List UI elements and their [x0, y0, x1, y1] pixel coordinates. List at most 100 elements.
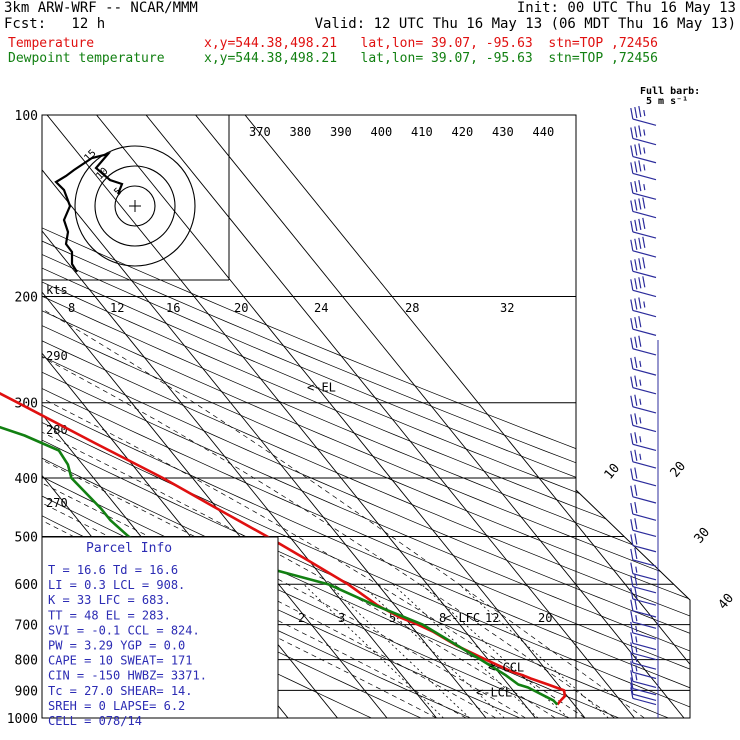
moist-adiabat-2: [42, 296, 497, 718]
forecast-hour: Fcst: 12 h: [4, 16, 106, 32]
wind-barb-935: [630, 683, 657, 701]
wind-barb-620: [630, 574, 657, 594]
wind-barb-270: [630, 356, 657, 376]
dry-adiabat-label-280: 280: [46, 423, 68, 437]
dry-adiabat-420: [42, 115, 690, 718]
temperature-legend-label: Temperature: [8, 36, 95, 51]
wind-barb-470: [630, 501, 657, 521]
dewpoint-legend-info: x,y=544.38,498.21 lat,lon= 39.07, -95.63…: [204, 51, 658, 66]
parcel-info-title: Parcel Info: [86, 541, 172, 556]
mixing-ratio-label-8: 8: [439, 611, 446, 625]
isotherm-label-right-30: 30: [692, 525, 714, 547]
valid-time: Valid: 12 UTC Thu 16 May 13 (06 MDT Thu …: [314, 16, 736, 32]
wind-barb-950: [630, 687, 657, 706]
temperature-legend-info: x,y=544.38,498.21 lat,lon= 39.07, -95.63…: [204, 36, 658, 51]
parcel-info-panel: Parcel Info T = 16.6 Td = 16.6LI = 0.3 LC…: [41, 536, 279, 728]
dry-adiabat-label-270: 270: [46, 496, 68, 510]
wind-barb-740: [630, 621, 657, 640]
pressure-tick-700: 700: [15, 619, 38, 634]
temperature-trace: [0, 392, 567, 706]
wind-barb-units: 5 m s⁻¹: [646, 96, 688, 107]
hodograph-speed-label-28: 28: [405, 301, 419, 315]
wind-barb-890: [630, 670, 657, 689]
theta-label-400: 400: [371, 125, 393, 139]
mixing-ratio-line-2: [303, 583, 444, 718]
wind-barb-138: [630, 180, 657, 200]
wind-barb-560: [630, 547, 657, 567]
parcel-info-row: LI = 0.3 LCL = 908.: [48, 578, 185, 592]
isotherm-20: [96, 115, 586, 718]
dry-adiabat-370: [42, 115, 690, 718]
dry-adiabat-360: [42, 115, 690, 718]
wind-barb-360: [630, 432, 657, 452]
parcel-info-row: K = 33 LFC = 683.: [48, 593, 171, 607]
mixing-ratio-label-5: 5: [389, 611, 396, 625]
dry-adiabat-430: [42, 115, 690, 718]
pressure-tick-100: 100: [15, 109, 38, 124]
wind-barb-header: Full barb:: [640, 86, 700, 97]
theta-label-370: 370: [249, 125, 271, 139]
level-label-ccl: <-CCL: [488, 660, 524, 674]
wind-barb-800: [630, 642, 657, 661]
wind-barb-830: [630, 651, 657, 670]
parcel-info-row: PW = 3.29 YGP = 0.0: [48, 639, 185, 653]
hodograph-ring-label-5: 5: [112, 186, 124, 198]
wind-barb-860: [630, 661, 657, 680]
mixing-ratio-label-20: 20: [538, 611, 552, 625]
hodograph-units-label: kts: [46, 283, 68, 297]
hodograph-speed-label-8: 8: [68, 301, 75, 315]
pressure-tick-400: 400: [15, 472, 38, 487]
parcel-info-row: Tc = 27.0 SHEAR= 14.: [48, 684, 193, 698]
pressure-tick-300: 300: [15, 397, 38, 412]
wind-barb-385: [630, 449, 657, 469]
wind-barb-440: [630, 484, 657, 504]
parcel-info-row: CAPE = 10 SWEAT= 171: [48, 654, 193, 668]
wind-barb-290: [630, 375, 657, 395]
hodograph-speed-label-32: 32: [500, 301, 514, 315]
theta-label-440: 440: [533, 125, 555, 139]
theta-label-430: 430: [492, 125, 514, 139]
dry-adiabat-380: [42, 115, 690, 718]
theta-label-410: 410: [411, 125, 433, 139]
isotherm-label-right-10: 10: [602, 461, 624, 483]
pressure-tick-600: 600: [15, 578, 38, 593]
theta-label-390: 390: [330, 125, 352, 139]
dry-adiabat-label-290: 290: [46, 349, 68, 363]
isotherm-10: [46, 115, 536, 718]
mixing-ratio-label-12: 12: [485, 611, 499, 625]
level-label-el: <-EL: [307, 380, 336, 394]
hodograph-speed-label-20: 20: [234, 301, 248, 315]
wind-barb-120: [630, 143, 657, 164]
parcel-info-row: T = 16.6 Td = 16.6: [48, 563, 178, 577]
dry-adiabat-330: [42, 115, 690, 718]
dry-adiabat-310: [42, 115, 669, 718]
mixing-ratio-label-3: 3: [338, 611, 345, 625]
isotherm--10: [42, 115, 437, 718]
wind-barb-500: [630, 518, 657, 538]
wind-barb-590: [630, 562, 657, 581]
parcel-info-row: CIN = -150 HWBZ= 3371.: [48, 669, 207, 683]
wind-barb-250: [630, 335, 657, 356]
wind-barb-172: [630, 236, 657, 258]
init-time: Init: 00 UTC Thu 16 May 13: [516, 0, 736, 16]
theta-label-420: 420: [452, 125, 474, 139]
parcel-info-row: CELL = 078/14: [48, 714, 142, 728]
hodograph-speed-label-12: 12: [110, 301, 124, 315]
hodograph-speed-label-24: 24: [314, 301, 328, 315]
wind-barb-710: [630, 610, 657, 629]
hodograph-trace: [54, 152, 124, 273]
isotherm-label-right-20: 20: [668, 459, 690, 481]
mixing-ratio-label-2: 2: [298, 611, 305, 625]
wind-barb-335: [630, 413, 657, 433]
dry-adiabat-440: [42, 115, 690, 718]
wind-barbs: [630, 105, 659, 718]
wind-barb-680: [630, 598, 657, 618]
wind-barb-312: [630, 394, 657, 414]
mixing-ratio-line-12: [421, 583, 569, 718]
wind-barb-770: [630, 632, 657, 651]
wind-barb-128: [630, 160, 657, 181]
dry-adiabat-350: [42, 115, 690, 718]
level-label-lfc: <-LFC: [444, 611, 480, 625]
wind-barb-186: [630, 257, 657, 279]
